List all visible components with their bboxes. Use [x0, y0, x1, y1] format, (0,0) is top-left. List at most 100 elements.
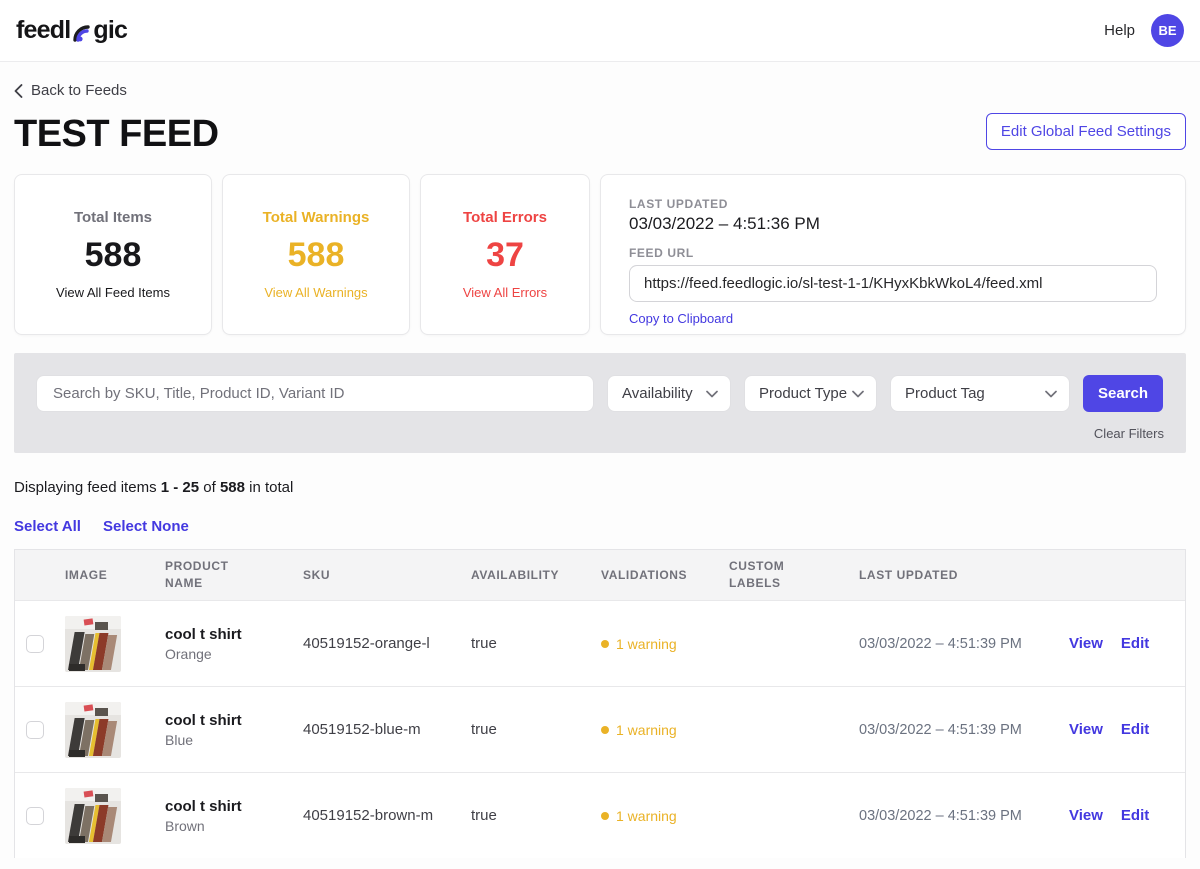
view-link[interactable]: View [1069, 807, 1103, 824]
stat-label: Total Errors [463, 209, 547, 226]
sku-value: 40519152-brown-m [303, 807, 471, 824]
summary-suffix: in total [245, 479, 293, 496]
chevron-down-icon [1045, 390, 1057, 398]
edit-link[interactable]: Edit [1121, 807, 1149, 824]
clear-filters-link[interactable]: Clear Filters [1094, 426, 1164, 441]
warning-dot-icon [601, 640, 609, 648]
feed-table-body: cool t shirt Orange 40519152-orange-l tr… [15, 600, 1185, 858]
copy-to-clipboard-link[interactable]: Copy to Clipboard [629, 311, 733, 326]
validation-status[interactable]: 1 warning [601, 636, 729, 652]
total-errors-card: Total Errors 37 View All Errors [420, 174, 590, 335]
stat-value: 588 [85, 236, 142, 275]
logo-text-suffix: gic [93, 16, 127, 45]
column-header: LAST UPDATED [859, 559, 969, 592]
product-name: cool t shirt [165, 712, 293, 729]
stats-row: Total Items 588 View All Feed Items Tota… [14, 174, 1186, 335]
feed-url-input[interactable] [629, 265, 1157, 302]
availability-value: true [471, 721, 601, 738]
sku-value: 40519152-blue-m [303, 721, 471, 738]
checkbox-column-header [15, 567, 65, 583]
column-header: CUSTOM LABELS [729, 550, 839, 600]
view-all-feed-items-link[interactable]: View All Feed Items [56, 285, 170, 300]
product-image [65, 702, 121, 758]
last-updated-label: LAST UPDATED [629, 197, 1157, 211]
validation-status[interactable]: 1 warning [601, 808, 729, 824]
product-image [65, 788, 121, 844]
total-items-card: Total Items 588 View All Feed Items [14, 174, 212, 335]
availability-value: true [471, 807, 601, 824]
last-updated-value: 03/03/2022 – 4:51:39 PM [859, 722, 1069, 738]
warning-label: 1 warning [616, 722, 677, 738]
select-none-link[interactable]: Select None [103, 518, 189, 535]
availability-dropdown[interactable]: Availability [607, 375, 731, 412]
warning-dot-icon [601, 812, 609, 820]
logo-text-prefix: feedl [16, 16, 70, 45]
product-variant: Orange [165, 646, 293, 662]
view-link[interactable]: View [1069, 635, 1103, 652]
validation-status[interactable]: 1 warning [601, 722, 729, 738]
stat-label: Total Items [74, 209, 152, 226]
sku-value: 40519152-orange-l [303, 635, 471, 652]
product-name: cool t shirt [165, 798, 293, 815]
summary-total: 588 [220, 479, 245, 496]
help-link[interactable]: Help [1104, 22, 1135, 39]
dropdown-value: Product Type [759, 385, 847, 402]
product-name: cool t shirt [165, 626, 293, 643]
results-summary: Displaying feed items 1 - 25 of 588 in t… [14, 479, 1186, 496]
last-updated-value: 03/03/2022 – 4:51:39 PM [859, 808, 1069, 824]
page-title: TEST FEED [14, 113, 219, 156]
breadcrumb-label: Back to Feeds [31, 82, 127, 99]
top-bar: feedl gic Help BE [0, 0, 1200, 62]
feed-items-table: IMAGEPRODUCT NAME SKU AVAILABILITY VALIDATI… [14, 549, 1186, 858]
edit-global-feed-settings-button[interactable]: Edit Global Feed Settings [986, 113, 1186, 150]
back-to-feeds-link[interactable]: Back to Feeds [14, 82, 127, 99]
column-header: PRODUCT NAME [165, 550, 275, 600]
row-checkbox[interactable] [26, 635, 44, 653]
row-checkbox[interactable] [26, 721, 44, 739]
column-header: IMAGE [65, 559, 165, 592]
column-header: SKU [303, 559, 413, 592]
row-checkbox[interactable] [26, 807, 44, 825]
warning-label: 1 warning [616, 808, 677, 824]
view-link[interactable]: View [1069, 721, 1103, 738]
last-updated-value: 03/03/2022 – 4:51:39 PM [859, 636, 1069, 652]
search-button[interactable]: Search [1083, 375, 1163, 412]
view-all-warnings-link[interactable]: View All Warnings [264, 285, 367, 300]
product-image [65, 616, 121, 672]
availability-value: true [471, 635, 601, 652]
view-all-errors-link[interactable]: View All Errors [463, 285, 547, 300]
chevron-left-icon [14, 84, 23, 98]
warning-label: 1 warning [616, 636, 677, 652]
feed-signal-icon [72, 21, 92, 43]
table-row: cool t shirt Brown 40519152-brown-m true… [15, 772, 1185, 858]
product-variant: Blue [165, 732, 293, 748]
edit-link[interactable]: Edit [1121, 635, 1149, 652]
stat-value: 37 [486, 236, 524, 275]
warning-dot-icon [601, 726, 609, 734]
chevron-down-icon [852, 390, 864, 398]
feed-url-label: FEED URL [629, 246, 1157, 260]
edit-link[interactable]: Edit [1121, 721, 1149, 738]
dropdown-value: Availability [622, 385, 693, 402]
product-tag-dropdown[interactable]: Product Tag [890, 375, 1070, 412]
feedlogic-logo[interactable]: feedl gic [16, 16, 127, 45]
search-input[interactable] [36, 375, 594, 412]
stat-label: Total Warnings [263, 209, 370, 226]
stat-value: 588 [288, 236, 345, 275]
column-header: AVAILABILITY [471, 559, 581, 592]
product-variant: Brown [165, 818, 293, 834]
total-warnings-card: Total Warnings 588 View All Warnings [222, 174, 410, 335]
dropdown-value: Product Tag [905, 385, 985, 402]
column-header: VALIDATIONS [601, 559, 711, 592]
summary-prefix: Displaying feed items [14, 479, 161, 496]
chevron-down-icon [706, 390, 718, 398]
table-header-row: IMAGEPRODUCT NAME SKU AVAILABILITY VALIDATI… [15, 550, 1185, 600]
summary-range: 1 - 25 [161, 479, 199, 496]
summary-of: of [199, 479, 220, 496]
select-all-link[interactable]: Select All [14, 518, 81, 535]
product-type-dropdown[interactable]: Product Type [744, 375, 877, 412]
feed-info-card: LAST UPDATED 03/03/2022 – 4:51:36 PM FEE… [600, 174, 1186, 335]
table-row: cool t shirt Orange 40519152-orange-l tr… [15, 600, 1185, 686]
table-row: cool t shirt Blue 40519152-blue-m true 1… [15, 686, 1185, 772]
user-avatar[interactable]: BE [1151, 14, 1184, 47]
